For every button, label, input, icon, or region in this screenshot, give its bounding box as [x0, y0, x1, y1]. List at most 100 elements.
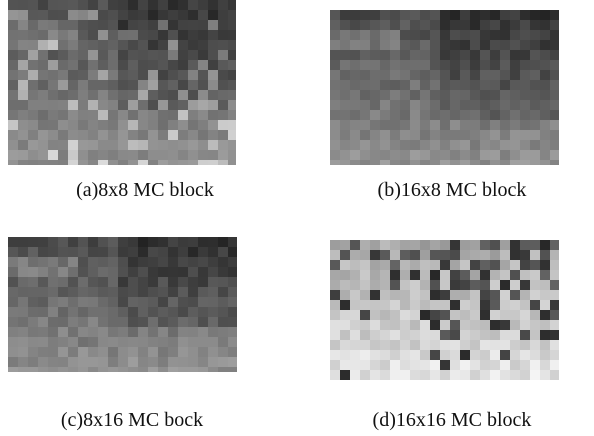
image-block: [138, 307, 148, 317]
image-block: [228, 140, 236, 150]
image-block: [330, 10, 340, 20]
image-block: [158, 307, 168, 317]
image-block: [58, 110, 68, 120]
image-block: [148, 30, 158, 40]
image-block: [450, 130, 460, 140]
image-block: [108, 100, 118, 110]
image-block: [178, 277, 188, 287]
image-block: [28, 140, 38, 150]
image-block: [420, 330, 430, 340]
image-block: [128, 237, 138, 247]
image-block: [450, 250, 460, 260]
image-block: [540, 80, 550, 90]
image-block: [440, 330, 450, 340]
image-block: [198, 140, 208, 150]
image-block: [430, 340, 440, 350]
image-block: [410, 10, 420, 20]
image-block: [118, 50, 128, 60]
image-block: [28, 247, 38, 257]
image-block: [208, 337, 218, 347]
image-block: [198, 257, 208, 267]
image-block: [88, 347, 98, 357]
image-block: [350, 110, 360, 120]
image-block: [370, 280, 380, 290]
image-block: [370, 300, 380, 310]
image-block: [28, 130, 38, 140]
image-block: [98, 140, 108, 150]
image-block: [28, 327, 38, 337]
image-block: [218, 10, 228, 20]
image-block: [410, 250, 420, 260]
image-block: [128, 367, 138, 372]
image-block: [340, 310, 350, 320]
image-block: [480, 340, 490, 350]
image-block: [550, 50, 559, 60]
image-block: [550, 20, 559, 30]
image-block: [208, 317, 218, 327]
image-block: [440, 280, 450, 290]
image-block: [68, 327, 78, 337]
image-block: [360, 120, 370, 130]
image-block: [340, 250, 350, 260]
image-block: [218, 327, 228, 337]
image-block: [98, 347, 108, 357]
image-block: [58, 50, 68, 60]
image-block: [510, 290, 520, 300]
image-block: [178, 80, 188, 90]
image-block: [330, 300, 340, 310]
image-block: [490, 40, 500, 50]
image-block: [38, 287, 48, 297]
image-block: [520, 10, 530, 20]
image-block: [118, 247, 128, 257]
image-block: [208, 20, 218, 30]
image-block: [500, 80, 510, 90]
image-block: [540, 10, 550, 20]
image-block: [138, 160, 148, 165]
image-block: [350, 310, 360, 320]
image-block: [178, 140, 188, 150]
image-block: [410, 100, 420, 110]
image-block: [218, 150, 228, 160]
image-block: [198, 130, 208, 140]
image-block: [350, 130, 360, 140]
image-block: [188, 150, 198, 160]
image-block: [228, 337, 237, 347]
image-block: [58, 30, 68, 40]
image-block: [400, 240, 410, 250]
image-block: [340, 290, 350, 300]
image-block: [510, 240, 520, 250]
image-block: [430, 310, 440, 320]
image-block: [340, 150, 350, 160]
image-block: [48, 347, 58, 357]
image-block: [68, 277, 78, 287]
image-block: [340, 280, 350, 290]
image-block: [430, 240, 440, 250]
image-block: [168, 110, 178, 120]
image-block: [330, 70, 340, 80]
image-block: [480, 290, 490, 300]
image-block: [430, 110, 440, 120]
image-block: [128, 100, 138, 110]
image-block: [460, 160, 470, 165]
image-block: [500, 140, 510, 150]
image-block: [440, 50, 450, 60]
image-block: [78, 367, 88, 372]
image-block: [420, 120, 430, 130]
image-block: [480, 330, 490, 340]
image-block: [530, 30, 540, 40]
image-block: [168, 120, 178, 130]
image-block: [460, 90, 470, 100]
image-block: [78, 307, 88, 317]
image-block: [460, 60, 470, 70]
image-block: [490, 70, 500, 80]
image-block: [490, 30, 500, 40]
image-block: [68, 247, 78, 257]
image-block: [480, 110, 490, 120]
image-block: [390, 150, 400, 160]
image-block: [218, 20, 228, 30]
image-block: [128, 257, 138, 267]
image-block: [228, 80, 236, 90]
image-block: [38, 60, 48, 70]
image-block: [340, 100, 350, 110]
image-block: [38, 277, 48, 287]
